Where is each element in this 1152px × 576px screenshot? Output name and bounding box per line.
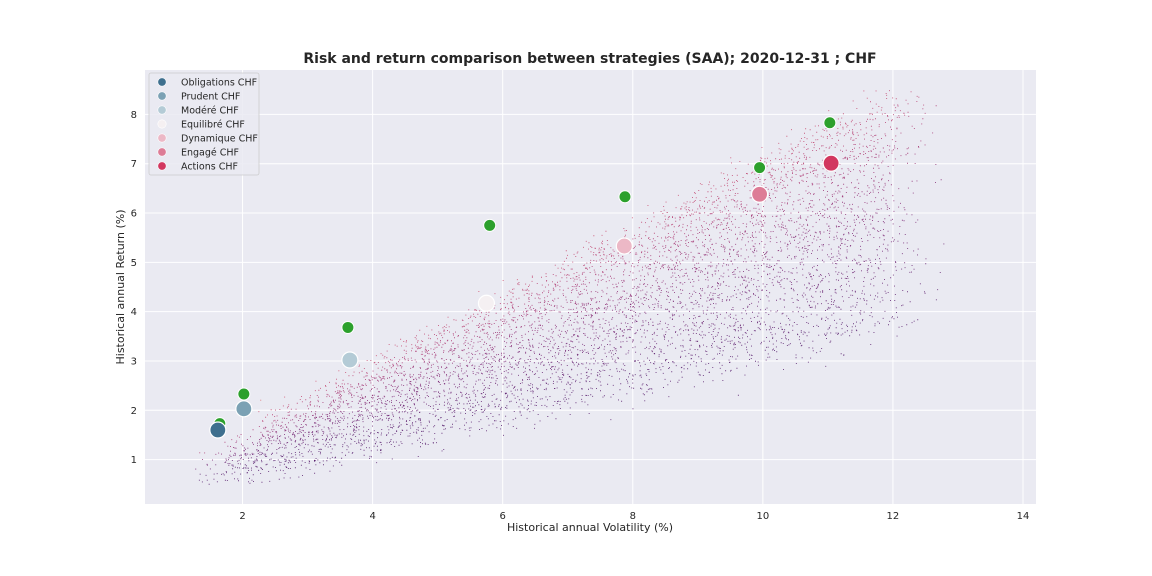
x-tick-label: 2: [239, 511, 245, 522]
legend-marker: [157, 119, 167, 129]
legend-marker: [157, 161, 167, 171]
strategy-point: [750, 185, 769, 203]
x-tick-label: 6: [500, 511, 506, 522]
simulated-portfolios-cloud: [195, 90, 945, 485]
strategy-point: [209, 421, 227, 439]
x-tick-label: 8: [630, 511, 636, 522]
x-axis-label: Historical annual Volatility (%): [507, 521, 673, 534]
strategy-point: [822, 154, 840, 172]
efficient-point: [753, 161, 767, 175]
x-tick-labels: 2 4 6 8 10 12 14: [239, 511, 1029, 522]
strategy-point: [341, 351, 359, 369]
efficient-point: [483, 218, 497, 232]
efficient-point: [341, 320, 355, 334]
legend: Obligations CHF Prudent CHF Modéré CHF Equi…: [148, 72, 260, 176]
efficient-point: [823, 116, 837, 130]
legend-marker: [157, 77, 167, 87]
y-tick-labels: 1 2 3 4 5 6 7 8: [131, 110, 137, 466]
x-tick-label: 10: [756, 511, 769, 522]
legend-label: Actions CHF: [181, 161, 238, 172]
legend-marker: [157, 133, 167, 143]
legend-label: Equilibré CHF: [181, 119, 245, 130]
y-tick-label: 5: [131, 258, 137, 269]
cloud-points: [260, 399, 262, 401]
efficient-point: [237, 387, 251, 401]
legend-marker: [157, 91, 167, 101]
y-tick-label: 1: [131, 455, 137, 466]
strategy-points: [209, 154, 840, 439]
y-tick-label: 4: [131, 307, 137, 318]
grid: [145, 70, 1036, 504]
y-axis-label: Historical annual Return (%): [114, 209, 127, 364]
legend-label: Engagé CHF: [181, 147, 239, 158]
strategy-point: [477, 294, 496, 312]
x-tick-label: 14: [1017, 511, 1030, 522]
legend-box: [148, 72, 260, 176]
strategy-point: [615, 237, 633, 255]
legend-marker: [157, 105, 167, 115]
chart-title: Risk and return comparison between strat…: [303, 51, 876, 67]
strategy-point: [235, 400, 253, 418]
legend-marker: [157, 147, 167, 157]
efficient-point: [618, 190, 632, 204]
y-tick-label: 7: [131, 159, 137, 170]
legend-label: Prudent CHF: [181, 91, 240, 102]
legend-label: Obligations CHF: [181, 77, 257, 88]
x-tick-label: 12: [887, 511, 900, 522]
y-tick-label: 3: [131, 356, 137, 367]
y-tick-label: 6: [131, 209, 137, 220]
x-tick-label: 4: [369, 511, 375, 522]
legend-label: Modéré CHF: [181, 105, 239, 116]
legend-label: Dynamique CHF: [181, 133, 258, 144]
y-tick-label: 8: [131, 110, 137, 121]
y-tick-label: 2: [131, 406, 137, 417]
plot-background: [145, 70, 1036, 504]
